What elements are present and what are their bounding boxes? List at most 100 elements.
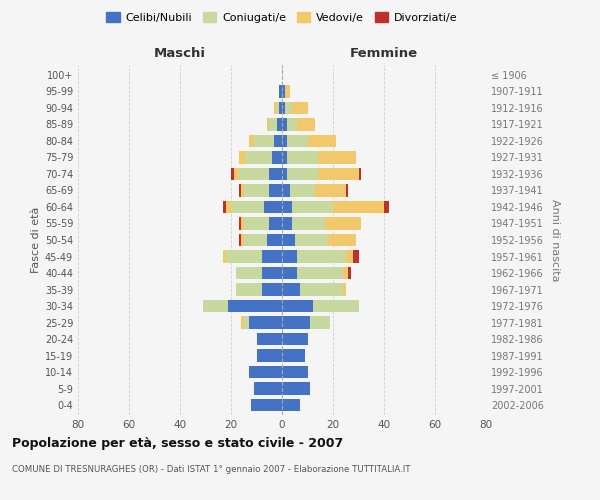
Bar — [282, 284, 300, 296]
Text: COMUNE DI TRESNURAGHES (OR) - Dati ISTAT 1° gennaio 2007 - Elaborazione TUTTITAL: COMUNE DI TRESNURAGHES (OR) - Dati ISTAT… — [12, 466, 410, 474]
Bar — [292, 218, 325, 230]
Bar — [277, 118, 282, 130]
Bar — [282, 366, 308, 378]
Bar — [318, 168, 359, 180]
Bar — [287, 135, 308, 147]
Y-axis label: Anni di nascita: Anni di nascita — [550, 198, 560, 281]
Bar — [310, 316, 331, 328]
Bar — [282, 184, 290, 196]
Bar — [231, 201, 264, 213]
Bar — [346, 184, 349, 196]
Bar — [269, 218, 282, 230]
Bar — [292, 102, 308, 114]
Bar — [282, 85, 284, 98]
Bar — [239, 152, 247, 164]
Bar — [280, 85, 282, 98]
Bar — [282, 201, 292, 213]
Bar — [300, 284, 343, 296]
Bar — [226, 201, 231, 213]
Bar — [241, 184, 244, 196]
Bar — [244, 184, 269, 196]
Bar — [308, 135, 335, 147]
Bar — [343, 284, 346, 296]
Bar — [295, 234, 328, 246]
Bar — [239, 234, 241, 246]
Bar — [282, 382, 310, 395]
Bar — [262, 284, 282, 296]
Bar — [247, 152, 272, 164]
Bar — [282, 267, 298, 279]
Bar — [282, 399, 300, 411]
Bar — [274, 102, 277, 114]
Bar — [282, 316, 310, 328]
Bar — [249, 316, 282, 328]
Bar — [223, 201, 226, 213]
Bar — [349, 267, 351, 279]
Bar — [244, 316, 249, 328]
Bar — [282, 118, 287, 130]
Bar — [241, 218, 244, 230]
Bar — [244, 234, 267, 246]
Bar — [262, 267, 282, 279]
Bar — [343, 267, 349, 279]
Bar — [241, 234, 244, 246]
Bar — [287, 168, 318, 180]
Bar — [328, 234, 356, 246]
Bar — [257, 333, 282, 345]
Bar — [244, 218, 269, 230]
Bar — [353, 250, 359, 262]
Bar — [359, 168, 361, 180]
Y-axis label: Fasce di età: Fasce di età — [31, 207, 41, 273]
Bar — [262, 250, 282, 262]
Bar — [282, 102, 284, 114]
Text: Maschi: Maschi — [154, 47, 206, 60]
Bar — [239, 218, 241, 230]
Bar — [298, 118, 315, 130]
Bar — [269, 168, 282, 180]
Bar — [284, 85, 290, 98]
Bar — [233, 168, 239, 180]
Bar — [282, 218, 292, 230]
Bar — [284, 102, 292, 114]
Bar — [274, 135, 282, 147]
Bar — [267, 234, 282, 246]
Bar — [315, 184, 346, 196]
Bar — [277, 102, 280, 114]
Legend: Celibi/Nubili, Coniugati/e, Vedovi/e, Divorziati/e: Celibi/Nubili, Coniugati/e, Vedovi/e, Di… — [102, 8, 462, 28]
Bar — [239, 168, 269, 180]
Bar — [346, 250, 353, 262]
Bar — [325, 218, 361, 230]
Bar — [290, 184, 315, 196]
Bar — [272, 152, 282, 164]
Bar — [282, 250, 298, 262]
Bar — [249, 135, 254, 147]
Bar — [249, 366, 282, 378]
Bar — [287, 152, 318, 164]
Bar — [318, 152, 356, 164]
Bar — [282, 168, 287, 180]
Bar — [231, 168, 233, 180]
Bar — [292, 201, 333, 213]
Bar — [282, 333, 308, 345]
Bar — [269, 118, 277, 130]
Bar — [298, 267, 343, 279]
Bar — [267, 118, 269, 130]
Bar — [229, 300, 282, 312]
Bar — [384, 201, 389, 213]
Bar — [257, 350, 282, 362]
Bar — [269, 184, 282, 196]
Bar — [239, 184, 241, 196]
Bar — [280, 102, 282, 114]
Bar — [236, 267, 262, 279]
Bar — [264, 201, 282, 213]
Bar — [241, 316, 244, 328]
Bar — [282, 135, 287, 147]
Text: Popolazione per età, sesso e stato civile - 2007: Popolazione per età, sesso e stato civil… — [12, 438, 343, 450]
Bar — [287, 118, 298, 130]
Bar — [282, 234, 295, 246]
Bar — [313, 300, 359, 312]
Bar — [226, 250, 262, 262]
Bar — [298, 250, 346, 262]
Bar — [282, 350, 305, 362]
Bar — [282, 152, 287, 164]
